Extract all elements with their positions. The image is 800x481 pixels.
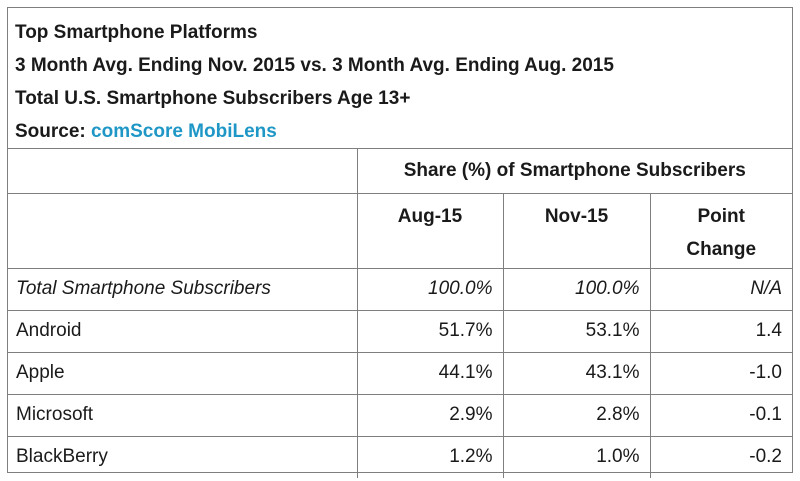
empty-label-header	[8, 192, 358, 269]
cell-change: -0.1	[649, 393, 792, 437]
cell-aug: 51.7%	[356, 309, 504, 353]
row-label: BlackBerry	[8, 435, 358, 478]
row-label: Microsoft	[8, 393, 358, 437]
row-label: Total Smartphone Subscribers	[8, 267, 358, 311]
cell-change: 1.4	[649, 309, 792, 353]
table-row-microsoft: Microsoft 2.9% 2.8% -0.1	[8, 393, 792, 437]
table-row-blackberry: BlackBerry 1.2% 1.0% -0.2	[8, 435, 792, 478]
table-row-total: Total Smartphone Subscribers 100.0% 100.…	[8, 267, 792, 311]
group-header-row: Share (%) of Smartphone Subscribers	[8, 149, 792, 194]
table-row-android: Android 51.7% 53.1% 1.4	[8, 309, 792, 353]
cell-aug: 1.2%	[356, 435, 504, 478]
cell-nov: 53.1%	[502, 309, 651, 353]
table-header-block: Top Smartphone Platforms 3 Month Avg. En…	[8, 8, 792, 149]
source-label: Source:	[15, 121, 92, 142]
source-link[interactable]: comScore MobiLens	[91, 121, 277, 142]
column-header-nov: Nov-15	[502, 192, 651, 269]
cell-aug: 44.1%	[356, 351, 504, 395]
column-header-aug: Aug-15	[356, 192, 504, 269]
cell-nov: 2.8%	[502, 393, 651, 437]
smartphone-platforms-table: Top Smartphone Platforms 3 Month Avg. En…	[7, 7, 793, 478]
population-subtitle: Total U.S. Smartphone Subscribers Age 13…	[15, 88, 411, 109]
cell-change: -0.2	[649, 435, 792, 478]
cell-aug: 100.0%	[356, 267, 504, 311]
cell-change: N/A	[649, 267, 792, 311]
empty-corner-cell	[8, 149, 358, 194]
column-header-row: Aug-15 Nov-15 Point Change	[8, 192, 792, 269]
column-header-change: Point Change	[649, 192, 792, 269]
cell-nov: 43.1%	[502, 351, 651, 395]
source-line: Source: comScore MobiLens	[15, 115, 792, 148]
column-header-change-line1: Point	[697, 205, 746, 227]
row-label: Android	[8, 309, 358, 353]
cell-aug: 2.9%	[356, 393, 504, 437]
table-row-apple: Apple 44.1% 43.1% -1.0	[8, 351, 792, 395]
table-title: Top Smartphone Platforms	[15, 22, 258, 43]
share-table: Share (%) of Smartphone Subscribers Aug-…	[8, 149, 792, 478]
group-header: Share (%) of Smartphone Subscribers	[356, 149, 792, 194]
date-range-subtitle: 3 Month Avg. Ending Nov. 2015 vs. 3 Mont…	[15, 55, 614, 76]
column-header-change-line2: Change	[686, 238, 757, 260]
cell-nov: 1.0%	[502, 435, 651, 478]
row-label: Apple	[8, 351, 358, 395]
cell-change: -1.0	[649, 351, 792, 395]
cell-nov: 100.0%	[502, 267, 651, 311]
